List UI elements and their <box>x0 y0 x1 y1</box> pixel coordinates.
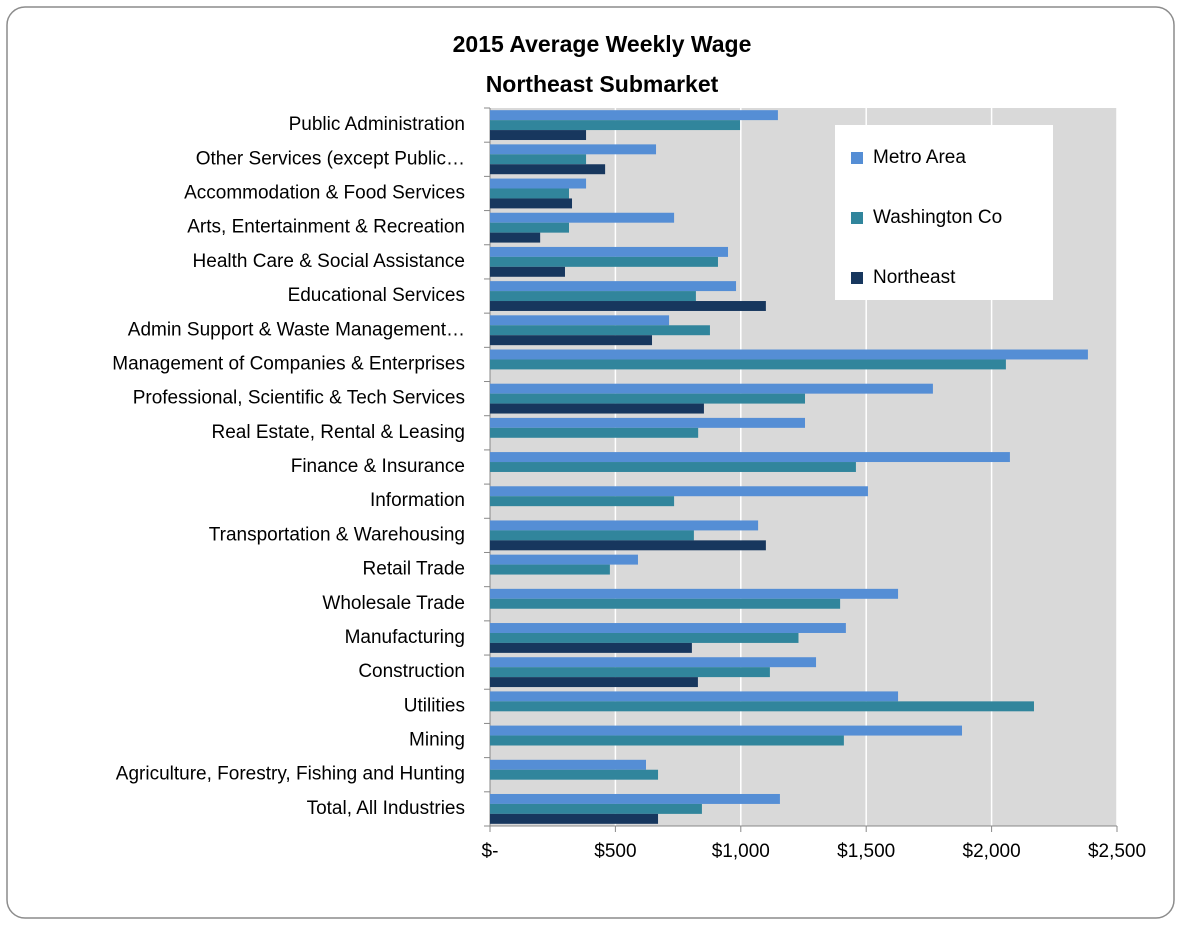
bar <box>490 427 699 438</box>
bar <box>490 198 573 209</box>
x-tick-label: $- <box>482 841 499 862</box>
legend-swatch <box>851 152 863 164</box>
y-tick-label: Admin Support & Waste Management… <box>128 319 465 340</box>
bar <box>490 256 718 267</box>
bar <box>490 359 1006 370</box>
bar <box>490 110 778 121</box>
bar <box>490 623 846 633</box>
bar <box>490 588 899 599</box>
bar <box>490 232 541 243</box>
x-tick-label: $1,500 <box>837 841 895 862</box>
bar <box>490 540 766 551</box>
bar <box>490 325 710 336</box>
bar <box>490 212 675 223</box>
bar <box>490 554 638 565</box>
bar <box>490 677 698 688</box>
bar <box>490 383 933 394</box>
bar <box>490 759 646 770</box>
x-tick-label: $2,000 <box>963 841 1021 862</box>
y-tick-label: Retail Trade <box>363 559 465 580</box>
x-tick-label: $500 <box>594 841 636 862</box>
legend-label: Metro Area <box>873 147 966 168</box>
bar <box>490 266 565 277</box>
y-tick-label: Mining <box>409 730 465 751</box>
chart-subtitle: Northeast Submarket <box>486 71 719 97</box>
bar <box>490 813 659 824</box>
bar <box>490 564 610 575</box>
bar <box>490 452 1010 463</box>
y-tick-label: Health Care & Social Assistance <box>193 251 465 272</box>
bar <box>490 725 963 736</box>
y-tick-label: Educational Services <box>288 285 465 306</box>
bar <box>490 486 868 497</box>
bar <box>490 520 759 531</box>
bar <box>490 246 729 257</box>
bar <box>490 403 704 414</box>
bar <box>490 301 766 311</box>
y-tick-label: Transportation & Warehousing <box>209 524 465 545</box>
y-tick-label: Accommodation & Food Services <box>184 182 465 203</box>
legend-swatch <box>851 212 863 224</box>
y-tick-label: Total, All Industries <box>307 798 465 819</box>
bar <box>490 701 1034 712</box>
y-tick-label: Agriculture, Forestry, Fishing and Hunti… <box>116 764 465 785</box>
bar <box>490 667 770 678</box>
bar <box>490 598 841 609</box>
bar <box>490 349 1088 360</box>
bar <box>490 315 670 326</box>
bar <box>490 144 657 155</box>
bar <box>490 164 606 175</box>
bar <box>490 657 817 668</box>
x-tick-label: $1,000 <box>712 841 770 862</box>
bar <box>490 632 799 643</box>
y-tick-label: Public Administration <box>289 114 465 135</box>
y-tick-label: Arts, Entertainment & Recreation <box>187 217 465 238</box>
y-tick-label: Management of Companies & Enterprises <box>112 353 465 374</box>
y-tick-label: Finance & Insurance <box>291 456 465 477</box>
bar <box>490 691 899 702</box>
bar <box>490 393 806 404</box>
bar <box>490 769 659 780</box>
y-tick-label: Professional, Scientific & Tech Services <box>133 388 465 409</box>
legend-box <box>835 125 1053 300</box>
legend-label: Washington Co <box>873 207 1002 228</box>
bar <box>490 793 780 804</box>
y-tick-label: Information <box>370 490 465 511</box>
bar <box>490 803 702 814</box>
bar <box>490 462 856 472</box>
bar <box>490 735 844 746</box>
y-tick-label: Manufacturing <box>345 627 465 648</box>
bar <box>490 130 587 141</box>
y-tick-label: Wholesale Trade <box>322 593 465 614</box>
legend-swatch <box>851 272 863 284</box>
bar <box>490 642 692 653</box>
bar <box>490 281 737 292</box>
bar <box>490 154 587 165</box>
x-tick-label: $2,500 <box>1088 841 1146 862</box>
bar <box>490 496 675 507</box>
bar <box>490 178 587 189</box>
bar <box>490 291 696 302</box>
bar <box>490 335 653 346</box>
y-tick-label: Real Estate, Rental & Leasing <box>212 422 466 443</box>
y-tick-label: Other Services (except Public… <box>196 148 465 169</box>
legend-label: Northeast <box>873 267 956 288</box>
bar <box>490 222 570 233</box>
y-tick-label: Utilities <box>404 695 465 716</box>
chart-title: 2015 Average Weekly Wage <box>453 31 752 57</box>
bar <box>490 417 806 428</box>
bar <box>490 188 570 199</box>
bar <box>490 530 694 541</box>
bar <box>490 120 741 131</box>
y-tick-label: Construction <box>358 661 465 682</box>
